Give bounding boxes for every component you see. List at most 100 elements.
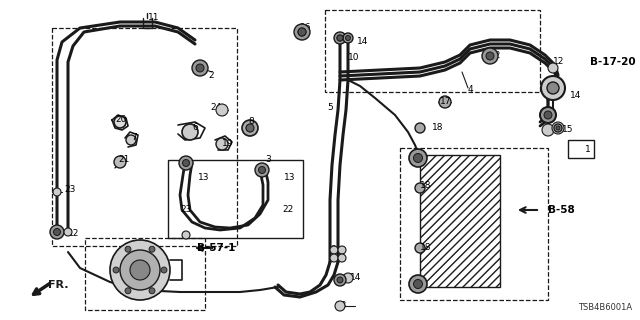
Text: 2: 2 (208, 70, 214, 79)
Text: 14: 14 (570, 91, 581, 100)
Circle shape (64, 228, 72, 236)
Text: B-57-1: B-57-1 (197, 243, 236, 253)
Text: 14: 14 (357, 37, 369, 46)
Text: B-17-20: B-17-20 (590, 57, 636, 67)
Circle shape (542, 124, 554, 136)
Circle shape (192, 60, 208, 76)
Text: 9: 9 (330, 245, 336, 254)
Bar (85, 238, 205, 310)
Circle shape (246, 124, 254, 132)
Text: 23: 23 (64, 186, 76, 195)
Circle shape (415, 183, 425, 193)
Circle shape (540, 107, 556, 123)
Bar (568, 140, 594, 158)
Circle shape (54, 228, 61, 236)
Text: 20: 20 (115, 116, 126, 124)
Circle shape (337, 35, 343, 41)
Circle shape (541, 76, 565, 100)
Text: 5: 5 (327, 103, 333, 113)
Circle shape (113, 267, 119, 273)
Circle shape (552, 122, 564, 134)
Bar (420, 155, 500, 287)
Text: 13: 13 (284, 172, 296, 181)
Text: TSB4B6001A: TSB4B6001A (578, 303, 632, 312)
Text: 15: 15 (562, 125, 573, 134)
Circle shape (439, 96, 451, 108)
Circle shape (338, 246, 346, 254)
Circle shape (294, 24, 310, 40)
Circle shape (415, 123, 425, 133)
Circle shape (114, 116, 126, 128)
Circle shape (548, 63, 558, 73)
Circle shape (53, 188, 61, 196)
Text: 13: 13 (198, 172, 209, 181)
Text: 18: 18 (420, 180, 431, 189)
Circle shape (242, 120, 258, 136)
Text: 7: 7 (131, 133, 137, 142)
Circle shape (330, 254, 338, 262)
Circle shape (114, 156, 126, 168)
Text: 18: 18 (420, 244, 431, 252)
Circle shape (547, 82, 559, 94)
Text: 3: 3 (265, 156, 271, 164)
Bar (168, 160, 303, 238)
Circle shape (182, 159, 189, 166)
Text: B-58: B-58 (548, 205, 575, 215)
Circle shape (216, 138, 228, 150)
Circle shape (149, 288, 155, 294)
Text: 19: 19 (222, 139, 234, 148)
Text: 21: 21 (118, 156, 129, 164)
Circle shape (110, 240, 170, 300)
Text: 6: 6 (192, 124, 198, 132)
Circle shape (338, 254, 346, 262)
Text: 4: 4 (468, 85, 474, 94)
Circle shape (179, 156, 193, 170)
Circle shape (298, 28, 306, 36)
Circle shape (255, 163, 269, 177)
Circle shape (337, 35, 343, 41)
Text: 16: 16 (300, 23, 312, 33)
Circle shape (415, 243, 425, 253)
Bar (325, 10, 540, 92)
Circle shape (554, 124, 562, 132)
Circle shape (556, 126, 560, 130)
Circle shape (409, 149, 427, 167)
Circle shape (409, 275, 427, 293)
Circle shape (182, 124, 198, 140)
Circle shape (50, 225, 64, 239)
Circle shape (259, 166, 266, 173)
Circle shape (216, 104, 228, 116)
Circle shape (413, 154, 422, 163)
Text: FR.: FR. (48, 280, 68, 290)
Circle shape (298, 28, 306, 36)
Circle shape (482, 48, 498, 64)
Circle shape (346, 36, 351, 41)
Text: 8: 8 (248, 117, 253, 126)
Text: 12: 12 (490, 51, 501, 60)
Text: 22: 22 (282, 205, 293, 214)
Circle shape (343, 273, 353, 283)
Circle shape (343, 33, 353, 43)
Circle shape (149, 246, 155, 252)
Circle shape (330, 246, 338, 254)
Text: 23: 23 (335, 300, 346, 309)
Text: 24: 24 (210, 103, 221, 113)
Text: 18: 18 (432, 124, 444, 132)
Circle shape (335, 301, 345, 311)
Circle shape (413, 279, 422, 289)
Circle shape (182, 231, 190, 239)
Text: 12: 12 (553, 58, 564, 67)
Circle shape (130, 260, 150, 280)
Bar (400, 148, 548, 300)
Circle shape (161, 267, 167, 273)
Text: 14: 14 (350, 274, 362, 283)
Text: 11: 11 (148, 13, 159, 22)
Text: 1: 1 (585, 146, 591, 155)
Circle shape (544, 111, 552, 119)
Text: 12: 12 (68, 229, 79, 238)
Circle shape (196, 64, 204, 72)
Circle shape (486, 52, 494, 60)
Circle shape (120, 250, 160, 290)
Circle shape (125, 288, 131, 294)
Text: 23: 23 (180, 205, 191, 214)
